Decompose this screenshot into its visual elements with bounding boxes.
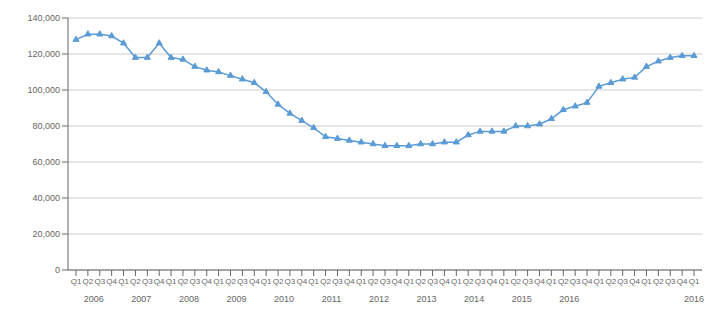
svg-text:Q2: Q2: [273, 277, 284, 286]
svg-text:0: 0: [55, 265, 60, 275]
svg-text:2010: 2010: [274, 294, 294, 304]
svg-text:2007: 2007: [131, 294, 151, 304]
svg-text:Q2: Q2: [510, 277, 521, 286]
svg-text:2011: 2011: [322, 294, 341, 304]
svg-text:2013: 2013: [417, 294, 437, 304]
svg-text:Q3: Q3: [570, 277, 581, 286]
svg-text:Q3: Q3: [285, 277, 296, 286]
svg-text:40,000: 40,000: [32, 193, 60, 203]
svg-text:100,000: 100,000: [27, 85, 60, 95]
svg-text:Q4: Q4: [296, 277, 307, 286]
svg-text:2008: 2008: [179, 294, 199, 304]
svg-text:Q2: Q2: [83, 277, 94, 286]
svg-text:Q4: Q4: [154, 277, 165, 286]
svg-text:Q2: Q2: [415, 277, 426, 286]
svg-text:Q2: Q2: [320, 277, 331, 286]
svg-text:Q4: Q4: [534, 277, 545, 286]
svg-text:Q3: Q3: [190, 277, 201, 286]
svg-text:Q1: Q1: [546, 277, 557, 286]
svg-text:2015: 2015: [512, 294, 532, 304]
svg-text:2016: 2016: [684, 294, 704, 304]
svg-text:Q3: Q3: [237, 277, 248, 286]
svg-text:Q4: Q4: [249, 277, 260, 286]
svg-text:Q2: Q2: [463, 277, 474, 286]
svg-text:Q1: Q1: [356, 277, 367, 286]
svg-text:140,000: 140,000: [27, 13, 60, 23]
svg-text:Q4: Q4: [392, 277, 403, 286]
svg-text:Q4: Q4: [439, 277, 450, 286]
svg-text:Q2: Q2: [130, 277, 141, 286]
svg-text:Q4: Q4: [106, 277, 117, 286]
svg-text:Q3: Q3: [427, 277, 438, 286]
svg-text:2014: 2014: [464, 294, 484, 304]
svg-text:2009: 2009: [226, 294, 246, 304]
svg-text:20,000: 20,000: [32, 229, 60, 239]
svg-text:Q1: Q1: [71, 277, 82, 286]
svg-text:Q3: Q3: [475, 277, 486, 286]
svg-text:Q1: Q1: [451, 277, 462, 286]
svg-text:Q3: Q3: [332, 277, 343, 286]
svg-text:Q1: Q1: [166, 277, 177, 286]
svg-text:Q4: Q4: [344, 277, 355, 286]
svg-text:Q1: Q1: [261, 277, 272, 286]
svg-text:Q1: Q1: [118, 277, 129, 286]
svg-text:2006: 2006: [84, 294, 104, 304]
svg-text:Q4: Q4: [201, 277, 212, 286]
svg-text:60,000: 60,000: [32, 157, 60, 167]
svg-text:Q4: Q4: [677, 277, 688, 286]
svg-text:Q3: Q3: [522, 277, 533, 286]
svg-text:Q3: Q3: [617, 277, 628, 286]
svg-text:Q1: Q1: [403, 277, 414, 286]
svg-text:Q2: Q2: [653, 277, 664, 286]
svg-text:Q3: Q3: [142, 277, 153, 286]
svg-text:Q1: Q1: [689, 277, 700, 286]
svg-text:Q1: Q1: [594, 277, 605, 286]
svg-text:Q4: Q4: [582, 277, 593, 286]
svg-text:Q3: Q3: [665, 277, 676, 286]
svg-text:80,000: 80,000: [32, 121, 60, 131]
svg-text:Q2: Q2: [558, 277, 569, 286]
svg-text:Q3: Q3: [94, 277, 105, 286]
svg-text:Q1: Q1: [213, 277, 224, 286]
svg-text:2016: 2016: [559, 294, 579, 304]
svg-text:Q1: Q1: [308, 277, 319, 286]
svg-text:Q2: Q2: [225, 277, 236, 286]
svg-text:Q4: Q4: [629, 277, 640, 286]
svg-text:Q2: Q2: [605, 277, 616, 286]
svg-text:Q2: Q2: [178, 277, 189, 286]
svg-text:Q3: Q3: [380, 277, 391, 286]
svg-text:Q2: Q2: [368, 277, 379, 286]
svg-text:Q1: Q1: [499, 277, 510, 286]
svg-text:Q1: Q1: [641, 277, 652, 286]
svg-text:Q4: Q4: [487, 277, 498, 286]
svg-text:2012: 2012: [369, 294, 389, 304]
svg-text:120,000: 120,000: [27, 49, 60, 59]
